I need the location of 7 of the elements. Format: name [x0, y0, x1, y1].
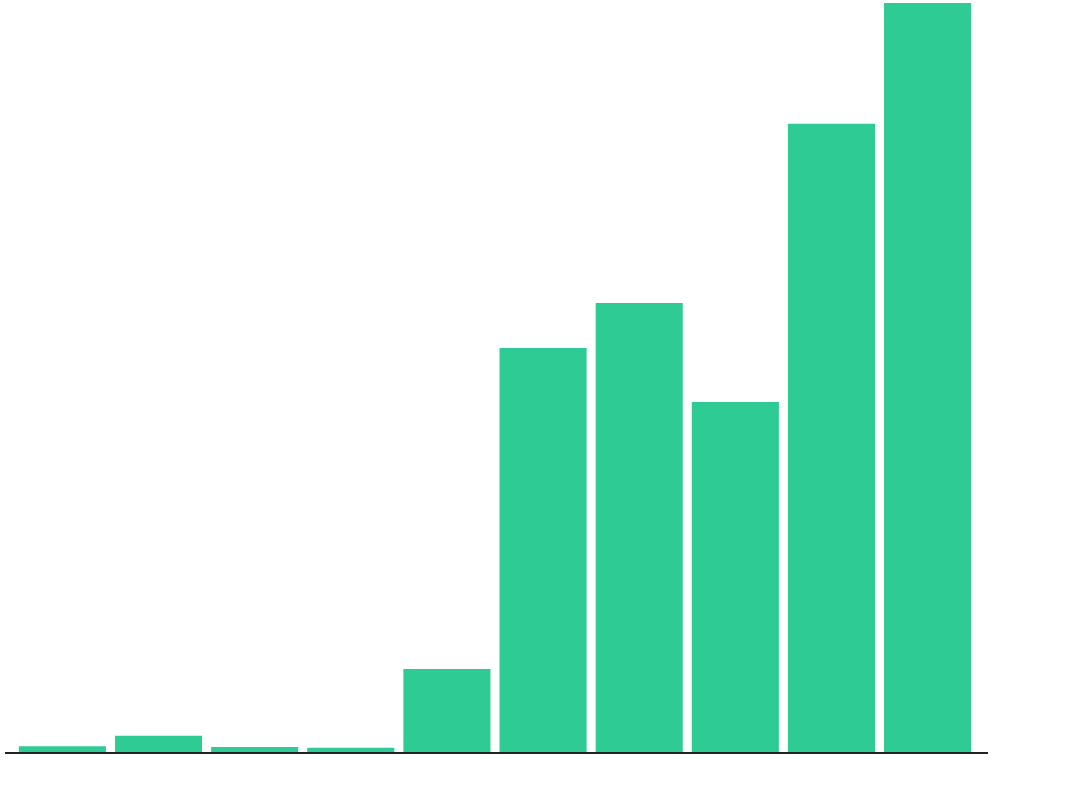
bar	[787, 123, 876, 753]
bar	[403, 669, 491, 753]
bar	[114, 735, 203, 753]
bar	[499, 348, 587, 753]
bar	[691, 402, 779, 753]
bar	[595, 303, 683, 753]
bar	[884, 3, 972, 753]
